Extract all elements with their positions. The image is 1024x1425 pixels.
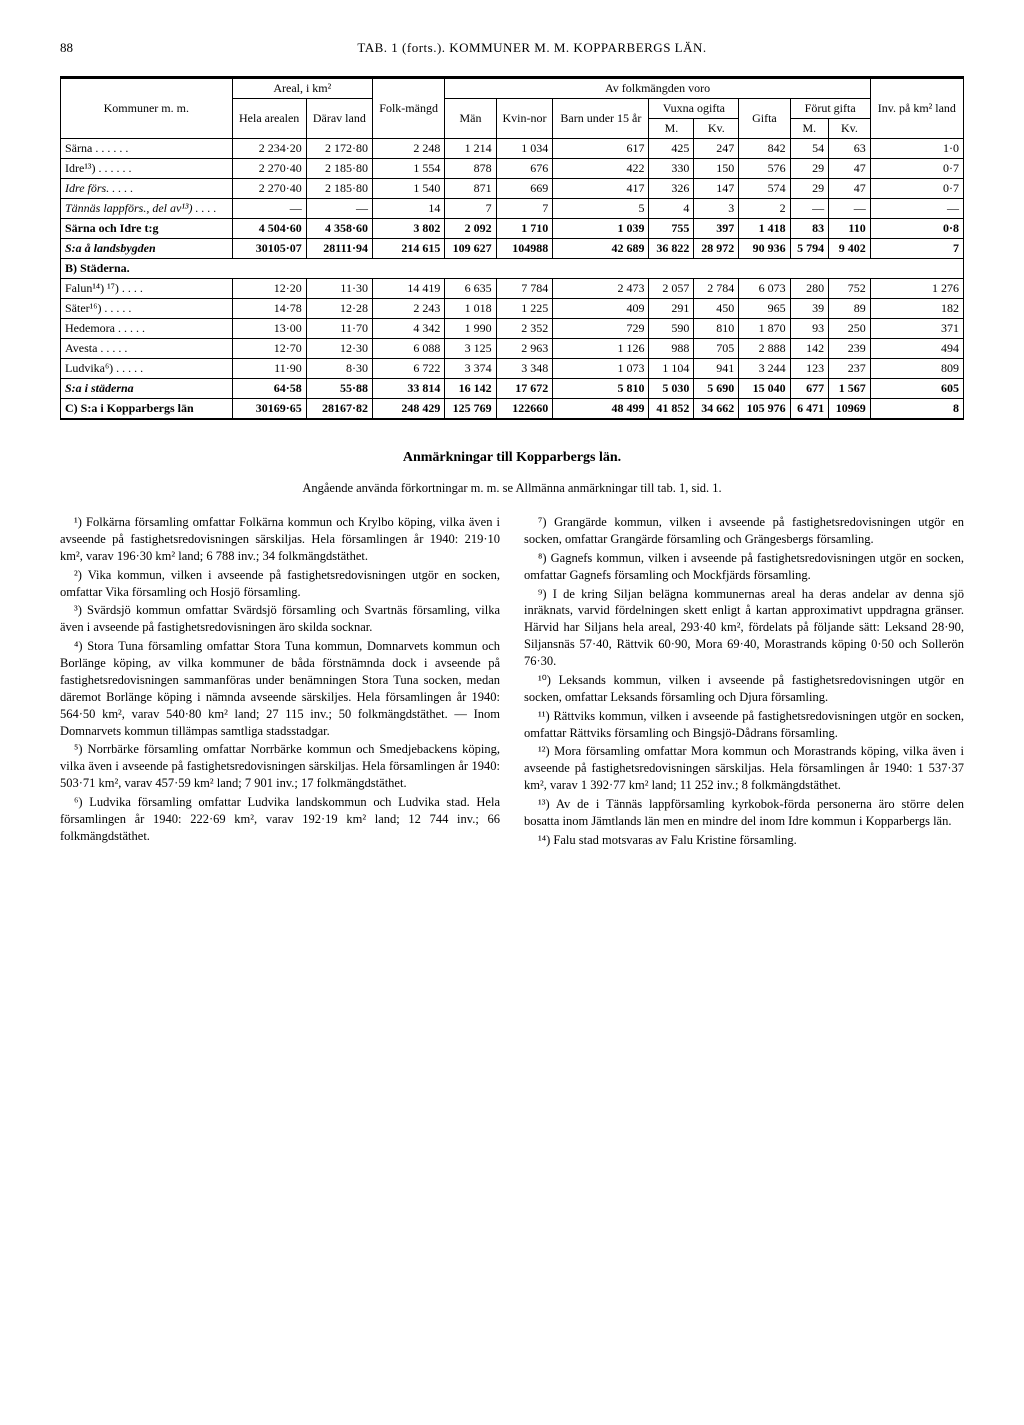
- page-header: 88 TAB. 1 (forts.). KOMMUNER M. M. KOPPA…: [60, 40, 964, 56]
- col-vuxna: Vuxna ogifta: [649, 99, 739, 119]
- col-man: Män: [445, 99, 496, 139]
- col-forut: Förut gifta: [790, 99, 870, 119]
- footnote: ³) Svärdsjö kommun omfattar Svärdsjö för…: [60, 602, 500, 636]
- footnote: ¹) Folkärna församling omfattar Folkärna…: [60, 514, 500, 565]
- table-row: S:a i städerna64·5855·8833 81416 14217 6…: [61, 379, 964, 399]
- footnote: ⁷) Grangärde kommun, vilken i avseende p…: [524, 514, 964, 548]
- footnote: ¹²) Mora församling omfattar Mora kommun…: [524, 743, 964, 794]
- footnote: ⁸) Gagnefs kommun, vilken i avseende på …: [524, 550, 964, 584]
- footnote: ⁹) I de kring Siljan belägna kommunernas…: [524, 586, 964, 670]
- footnote: ⁴) Stora Tuna församling omfattar Stora …: [60, 638, 500, 739]
- col-folkmangden: Av folkmängden voro: [445, 78, 870, 99]
- col-gifta: Gifta: [739, 99, 790, 139]
- col-hela: Hela arealen: [232, 99, 306, 139]
- table-row: Idre¹³) . . . . . .2 270·402 185·801 554…: [61, 159, 964, 179]
- col-kvinnor: Kvin-nor: [496, 99, 553, 139]
- footnote: ⁶) Ludvika församling omfattar Ludvika l…: [60, 794, 500, 845]
- footnote: ⁵) Norrbärke församling omfattar Norrbär…: [60, 741, 500, 792]
- section-c-header: C) S:a i Kopparbergs län: [61, 399, 233, 420]
- col-darav: Därav land: [306, 99, 372, 139]
- footnote: ¹⁴) Falu stad motsvaras av Falu Kristine…: [524, 832, 964, 849]
- page-number: 88: [60, 40, 100, 56]
- section-b-header: B) Städerna.: [61, 259, 964, 279]
- footnote: ²) Vika kommun, vilken i avseende på fas…: [60, 567, 500, 601]
- table-row: Hedemora . . . . .13·0011·704 3421 9902 …: [61, 319, 964, 339]
- table-row: Särna och Idre t:g4 504·604 358·603 8022…: [61, 219, 964, 239]
- notes-intro: Angående använda förkortningar m. m. se …: [60, 481, 964, 496]
- col-barn: Barn under 15 år: [553, 99, 649, 139]
- table-row: S:a å landsbygden30105·0728111·94214 615…: [61, 239, 964, 259]
- col-forut-kv: Kv.: [829, 119, 871, 139]
- table-row: Avesta . . . . .12·7012·306 0883 1252 96…: [61, 339, 964, 359]
- notes-title: Anmärkningar till Kopparbergs län.: [60, 450, 964, 466]
- col-vuxna-m: M.: [649, 119, 694, 139]
- table-row: Tännäs lappförs., del av¹³) . . . .——147…: [61, 199, 964, 219]
- header-title: TAB. 1 (forts.). KOMMUNER M. M. KOPPARBE…: [100, 40, 964, 56]
- table-row: Säter¹⁶) . . . . .14·7812·282 2431 0181 …: [61, 299, 964, 319]
- col-inv: Inv. på km² land: [870, 78, 963, 139]
- table-row: Falun¹⁴) ¹⁷) . . . .12·2011·3014 4196 63…: [61, 279, 964, 299]
- footnote: ¹³) Av de i Tännäs lappförsamling kyrkob…: [524, 796, 964, 830]
- table-row: Särna . . . . . .2 234·202 172·802 2481 …: [61, 139, 964, 159]
- col-kommuner: Kommuner m. m.: [61, 78, 233, 139]
- table-row: Ludvika⁶) . . . . .11·908·306 7223 3743 …: [61, 359, 964, 379]
- col-forut-m: M.: [790, 119, 828, 139]
- footnote: ¹⁰) Leksands kommun, vilken i avseende p…: [524, 672, 964, 706]
- statistics-table: Kommuner m. m. Areal, i km² Folk-mängd A…: [60, 76, 964, 420]
- footnote: ¹¹) Rättviks kommun, vilken i avseende p…: [524, 708, 964, 742]
- col-folkmangd: Folk-mängd: [372, 78, 444, 139]
- footnotes: ¹) Folkärna församling omfattar Folkärna…: [60, 514, 964, 849]
- col-vuxna-kv: Kv.: [694, 119, 739, 139]
- col-areal: Areal, i km²: [232, 78, 372, 99]
- table-row: Idre förs. . . . .2 270·402 185·801 5408…: [61, 179, 964, 199]
